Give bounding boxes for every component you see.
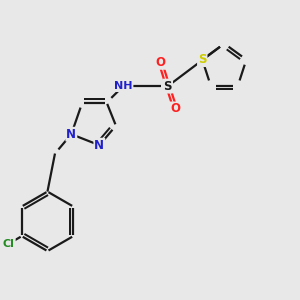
Text: NH: NH bbox=[114, 81, 133, 91]
Text: N: N bbox=[94, 139, 104, 152]
Text: Cl: Cl bbox=[3, 238, 15, 249]
Text: O: O bbox=[155, 56, 165, 69]
Text: S: S bbox=[164, 80, 172, 93]
Text: N: N bbox=[66, 128, 76, 141]
Text: O: O bbox=[170, 103, 180, 116]
Text: S: S bbox=[198, 53, 206, 66]
